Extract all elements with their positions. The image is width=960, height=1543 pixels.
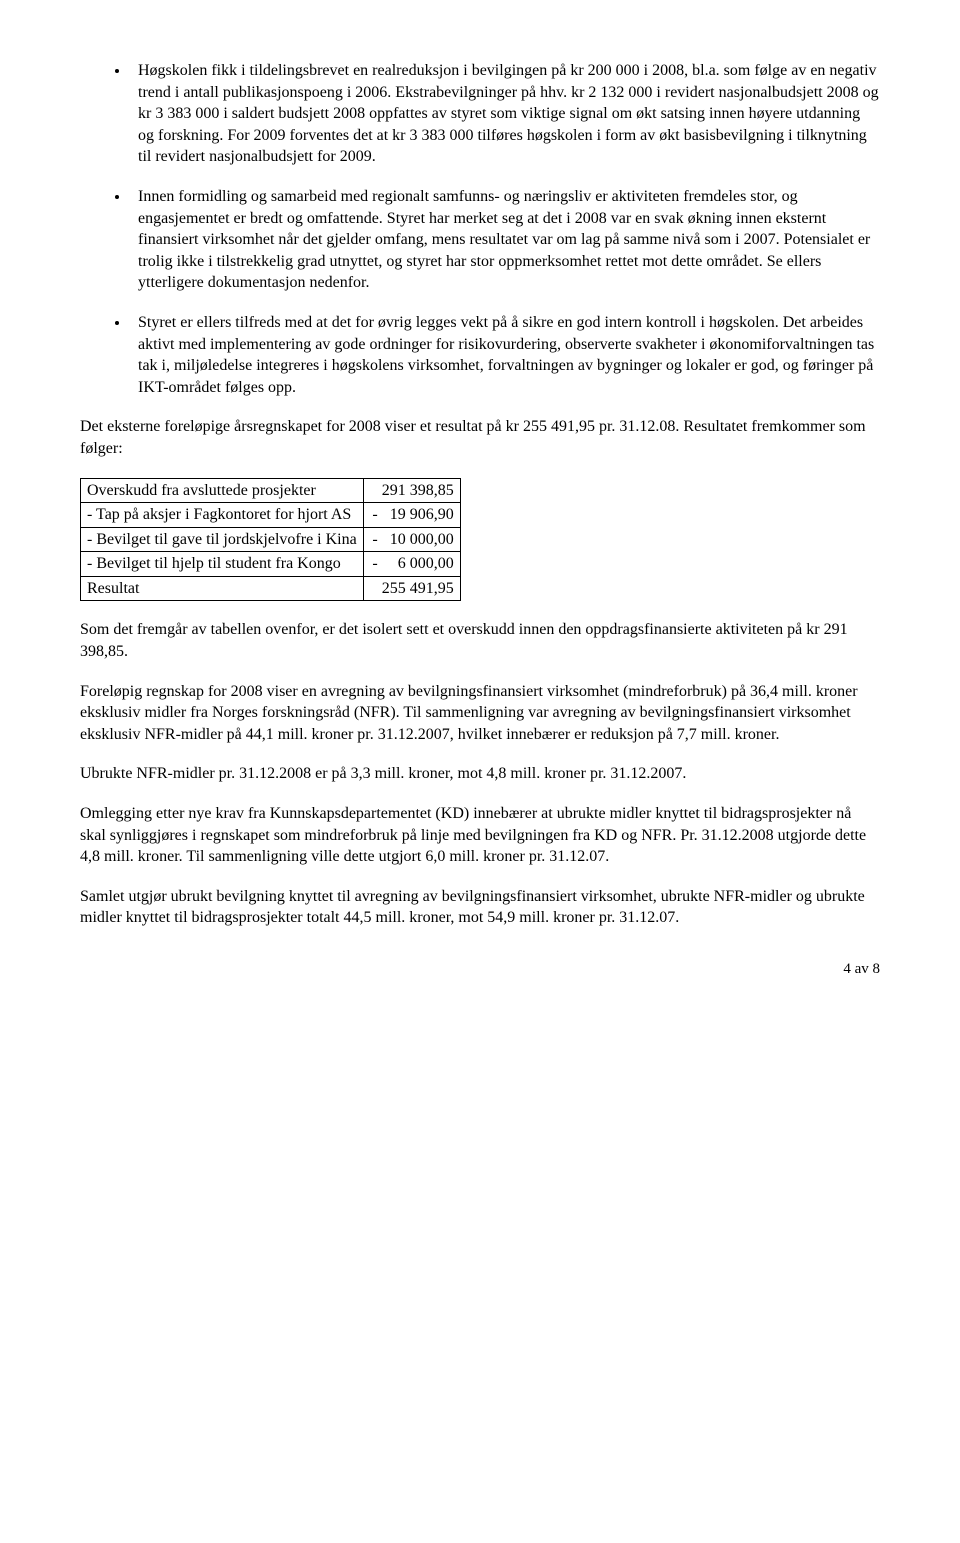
result-table: Overskudd fra avsluttede prosjekter 291 … [80,478,461,602]
table-row: - Bevilget til hjelp til student fra Kon… [81,552,461,577]
table-cell-value: 255 491,95 [363,576,460,601]
body-paragraph: Som det fremgår av tabellen ovenfor, er … [80,619,880,662]
body-paragraph: Samlet utgjør ubrukt bevilgning knyttet … [80,886,880,929]
bullet-item: Innen formidling og samarbeid med region… [130,186,880,294]
table-cell-value: - 19 906,90 [363,503,460,528]
table-cell-label: - Tap på aksjer i Fagkontoret for hjort … [81,503,364,528]
bullet-list: Høgskolen fikk i tildelingsbrevet en rea… [80,60,880,398]
table-row: Resultat 255 491,95 [81,576,461,601]
table-cell-label: Resultat [81,576,364,601]
body-paragraph: Omlegging etter nye krav fra Kunnskapsde… [80,803,880,868]
intro-paragraph: Det eksterne foreløpige årsregnskapet fo… [80,416,880,459]
table-cell-value: 291 398,85 [363,478,460,503]
table-cell-label: Overskudd fra avsluttede prosjekter [81,478,364,503]
bullet-item: Styret er ellers tilfreds med at det for… [130,312,880,398]
table-row: Overskudd fra avsluttede prosjekter 291 … [81,478,461,503]
table-cell-label: - Bevilget til gave til jordskjelvofre i… [81,527,364,552]
table-cell-value: - 10 000,00 [363,527,460,552]
page-number: 4 av 8 [80,959,880,979]
body-paragraph: Ubrukte NFR-midler pr. 31.12.2008 er på … [80,763,880,785]
table-row: - Bevilget til gave til jordskjelvofre i… [81,527,461,552]
table-row: - Tap på aksjer i Fagkontoret for hjort … [81,503,461,528]
bullet-item: Høgskolen fikk i tildelingsbrevet en rea… [130,60,880,168]
body-paragraph: Foreløpig regnskap for 2008 viser en avr… [80,681,880,746]
table-cell-value: - 6 000,00 [363,552,460,577]
table-cell-label: - Bevilget til hjelp til student fra Kon… [81,552,364,577]
